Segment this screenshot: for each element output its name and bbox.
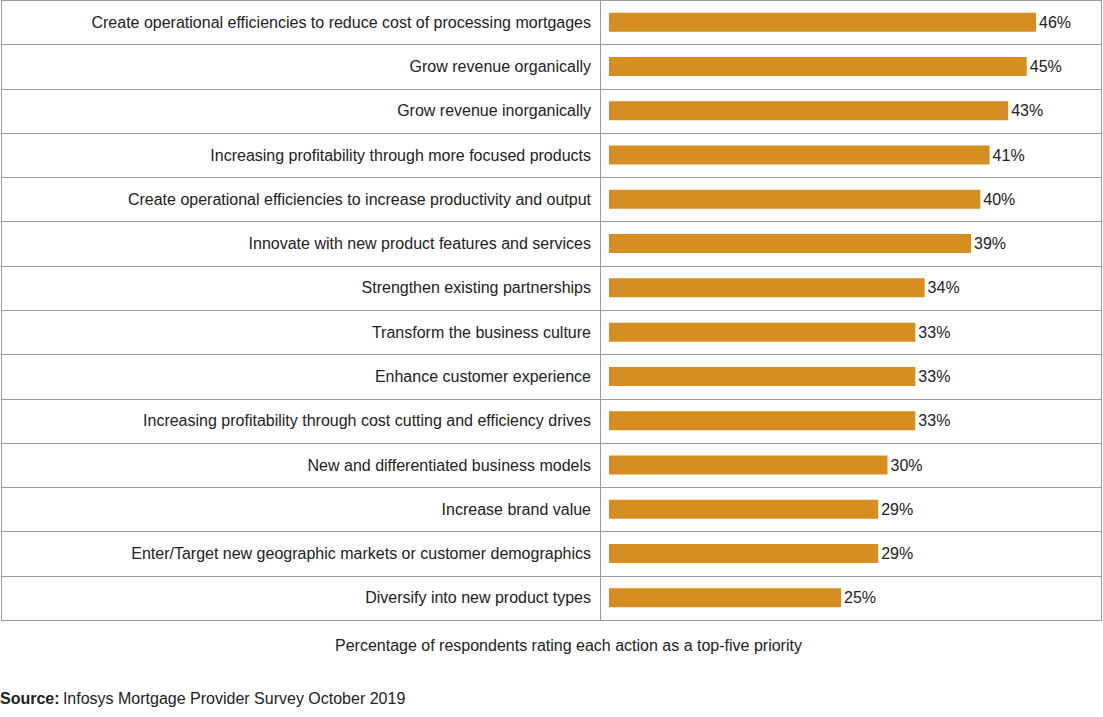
svg-text:45%: 45% bbox=[1030, 58, 1062, 75]
svg-text:29%: 29% bbox=[881, 501, 913, 518]
svg-text:Increase brand value: Increase brand value bbox=[442, 501, 592, 518]
svg-text:33%: 33% bbox=[918, 412, 950, 429]
svg-text:Increasing profitability throu: Increasing profitability through cost cu… bbox=[143, 412, 591, 429]
svg-text:34%: 34% bbox=[928, 279, 960, 296]
svg-text:Percentage of respondents rati: Percentage of respondents rating each ac… bbox=[335, 637, 802, 654]
svg-text:30%: 30% bbox=[890, 457, 922, 474]
svg-text:Diversify into new product typ: Diversify into new product types bbox=[365, 589, 591, 606]
svg-text:25%: 25% bbox=[844, 589, 876, 606]
svg-text:Grow revenue inorganically: Grow revenue inorganically bbox=[397, 102, 591, 119]
svg-text:41%: 41% bbox=[993, 147, 1025, 164]
svg-text:Enhance customer experience: Enhance customer experience bbox=[375, 368, 591, 385]
svg-text:29%: 29% bbox=[881, 545, 913, 562]
svg-text:43%: 43% bbox=[1011, 102, 1043, 119]
svg-text:33%: 33% bbox=[918, 324, 950, 341]
svg-text:Innovate with new product feat: Innovate with new product features and s… bbox=[249, 235, 591, 252]
svg-text:Grow revenue organically: Grow revenue organically bbox=[410, 58, 591, 75]
svg-text:40%: 40% bbox=[983, 191, 1015, 208]
svg-text:39%: 39% bbox=[974, 235, 1006, 252]
svg-text:Increasing profitability throu: Increasing profitability through more fo… bbox=[210, 147, 591, 164]
svg-text:Enter/Target new geographic ma: Enter/Target new geographic markets or c… bbox=[131, 545, 591, 562]
svg-text:Create operational efficiencie: Create operational efficiencies to incre… bbox=[128, 191, 592, 208]
svg-text:Infosys Mortgage Provider Surv: Infosys Mortgage Provider Survey October… bbox=[63, 690, 405, 707]
svg-text:46%: 46% bbox=[1039, 14, 1071, 31]
svg-text:33%: 33% bbox=[918, 368, 950, 385]
svg-text:Create operational efficiencie: Create operational efficiencies to reduc… bbox=[91, 14, 591, 31]
svg-text:Source:: Source: bbox=[0, 690, 60, 707]
svg-text:Transform the business culture: Transform the business culture bbox=[372, 324, 591, 341]
svg-text:New and differentiated busines: New and differentiated business models bbox=[308, 457, 591, 474]
svg-text:Strengthen existing partnershi: Strengthen existing partnerships bbox=[362, 279, 591, 296]
